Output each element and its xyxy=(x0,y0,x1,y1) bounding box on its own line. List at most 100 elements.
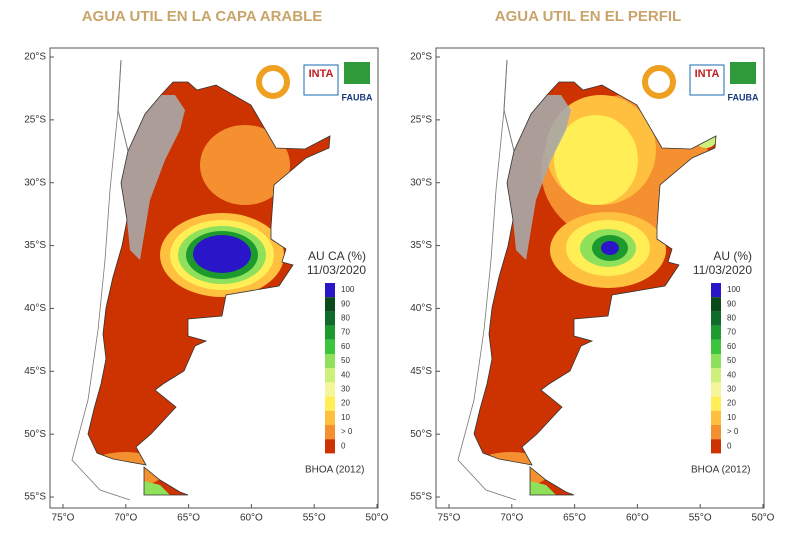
legend-swatch xyxy=(711,396,721,411)
legend-label: 0 xyxy=(341,441,346,450)
latitude-label: 45°S xyxy=(410,366,432,377)
legend-label: 10 xyxy=(341,413,350,422)
legend-swatch xyxy=(711,368,721,383)
latitude-label: 30°S xyxy=(410,177,432,188)
legend-swatch xyxy=(711,283,721,298)
longitude-label: 70°O xyxy=(114,513,137,524)
legend-label: 20 xyxy=(341,399,350,408)
panel-title: AGUA UTIL EN LA CAPA ARABLE xyxy=(82,8,323,25)
legend-label: 70 xyxy=(727,328,736,337)
legend-swatch xyxy=(325,382,335,397)
logo-ring xyxy=(642,65,676,99)
longitude-label: 70°O xyxy=(500,513,523,524)
logo-fauba: FAUBA xyxy=(342,92,373,102)
longitude-label: 60°O xyxy=(240,513,263,524)
legend-label: 80 xyxy=(727,314,736,323)
legend-title: AU (%) xyxy=(713,249,752,263)
coastline xyxy=(71,59,131,501)
legend-swatch xyxy=(711,339,721,354)
legend-label: > 0 xyxy=(727,427,739,436)
andes-shade xyxy=(507,95,571,260)
legend-label: 50 xyxy=(727,356,736,365)
logo-inta: INTA xyxy=(695,68,720,80)
longitude-label: 75°O xyxy=(52,513,75,524)
andes-shade xyxy=(121,95,185,260)
longitude-label: 50°O xyxy=(752,513,775,524)
latitude-label: 50°S xyxy=(24,429,46,440)
legend-label: 10 xyxy=(727,413,736,422)
logo-waves xyxy=(730,62,756,84)
legend-label: 40 xyxy=(341,370,350,379)
legend-label: 50 xyxy=(341,356,350,365)
legend-swatch xyxy=(325,325,335,340)
legend-swatch xyxy=(325,410,335,425)
latitude-label: 40°S xyxy=(24,303,46,314)
latitude-label: 30°S xyxy=(24,177,46,188)
longitude-label: 60°O xyxy=(626,513,649,524)
logo-waves xyxy=(344,62,370,84)
latitude-label: 35°S xyxy=(410,240,432,251)
legend-label: 90 xyxy=(727,299,736,308)
contour xyxy=(193,235,251,273)
legend-label: 20 xyxy=(727,399,736,408)
latitude-label: 25°S xyxy=(24,115,46,126)
latitude-label: 50°S xyxy=(410,429,432,440)
latitude-label: 55°S xyxy=(24,492,46,503)
latitude-label: 35°S xyxy=(24,240,46,251)
panel-title: AGUA UTIL EN EL PERFIL xyxy=(495,8,681,25)
legend-swatch xyxy=(325,396,335,411)
legend-swatch xyxy=(325,439,335,454)
legend-label: 70 xyxy=(341,328,350,337)
legend-label: 90 xyxy=(341,299,350,308)
source: BHOA (2012) xyxy=(691,465,750,476)
logo-inta-box xyxy=(689,64,725,96)
legend-title: AU CA (%) xyxy=(308,249,366,263)
map-panel: AGUA UTIL EN LA CAPA ARABLE 20°S 25°S 30°S 3… xyxy=(24,8,388,524)
contour xyxy=(554,115,638,205)
latitude-label: 20°S xyxy=(24,52,46,63)
longitude-label: 50°O xyxy=(366,513,389,524)
contour xyxy=(601,241,619,255)
coastline xyxy=(457,59,517,501)
legend-swatch xyxy=(325,311,335,326)
longitude-label: 55°O xyxy=(303,513,326,524)
legend-date: 11/03/2020 xyxy=(693,263,752,277)
map-panel: AGUA UTIL EN EL PERFIL 20°S 25°S 30°S 35°S 40… xyxy=(410,8,774,524)
logo-ring xyxy=(256,65,290,99)
latitude-label: 45°S xyxy=(24,366,46,377)
legend-swatch xyxy=(325,283,335,298)
legend-swatch xyxy=(711,439,721,454)
country-outline xyxy=(529,466,575,496)
longitude-label: 65°O xyxy=(177,513,200,524)
logo-fauba: FAUBA xyxy=(728,92,759,102)
legend-swatch xyxy=(711,382,721,397)
legend-swatch xyxy=(711,354,721,369)
legend-label: 80 xyxy=(341,314,350,323)
legend-label: 100 xyxy=(341,285,355,294)
tdf-green xyxy=(140,480,170,495)
latitude-label: 55°S xyxy=(410,492,432,503)
legend-swatch xyxy=(711,325,721,340)
country-outline xyxy=(87,81,331,466)
legend-label: 60 xyxy=(727,342,736,351)
country-outline xyxy=(473,81,717,466)
longitude-label: 55°O xyxy=(689,513,712,524)
legend-swatch xyxy=(325,354,335,369)
latitude-label: 25°S xyxy=(410,115,432,126)
logo-inta: INTA xyxy=(309,68,334,80)
country-outline xyxy=(143,466,189,496)
latitude-label: 40°S xyxy=(410,303,432,314)
longitude-label: 65°O xyxy=(563,513,586,524)
legend-swatch xyxy=(711,425,721,440)
legend-label: 100 xyxy=(727,285,741,294)
tdf-green xyxy=(526,480,556,495)
source: BHOA (2012) xyxy=(305,465,364,476)
legend-swatch xyxy=(325,368,335,383)
legend-label: 0 xyxy=(727,441,732,450)
legend-swatch xyxy=(325,297,335,312)
legend-label: 30 xyxy=(341,385,350,394)
legend-label: 40 xyxy=(727,370,736,379)
logo-inta-box xyxy=(303,64,339,96)
legend-label: > 0 xyxy=(341,427,353,436)
